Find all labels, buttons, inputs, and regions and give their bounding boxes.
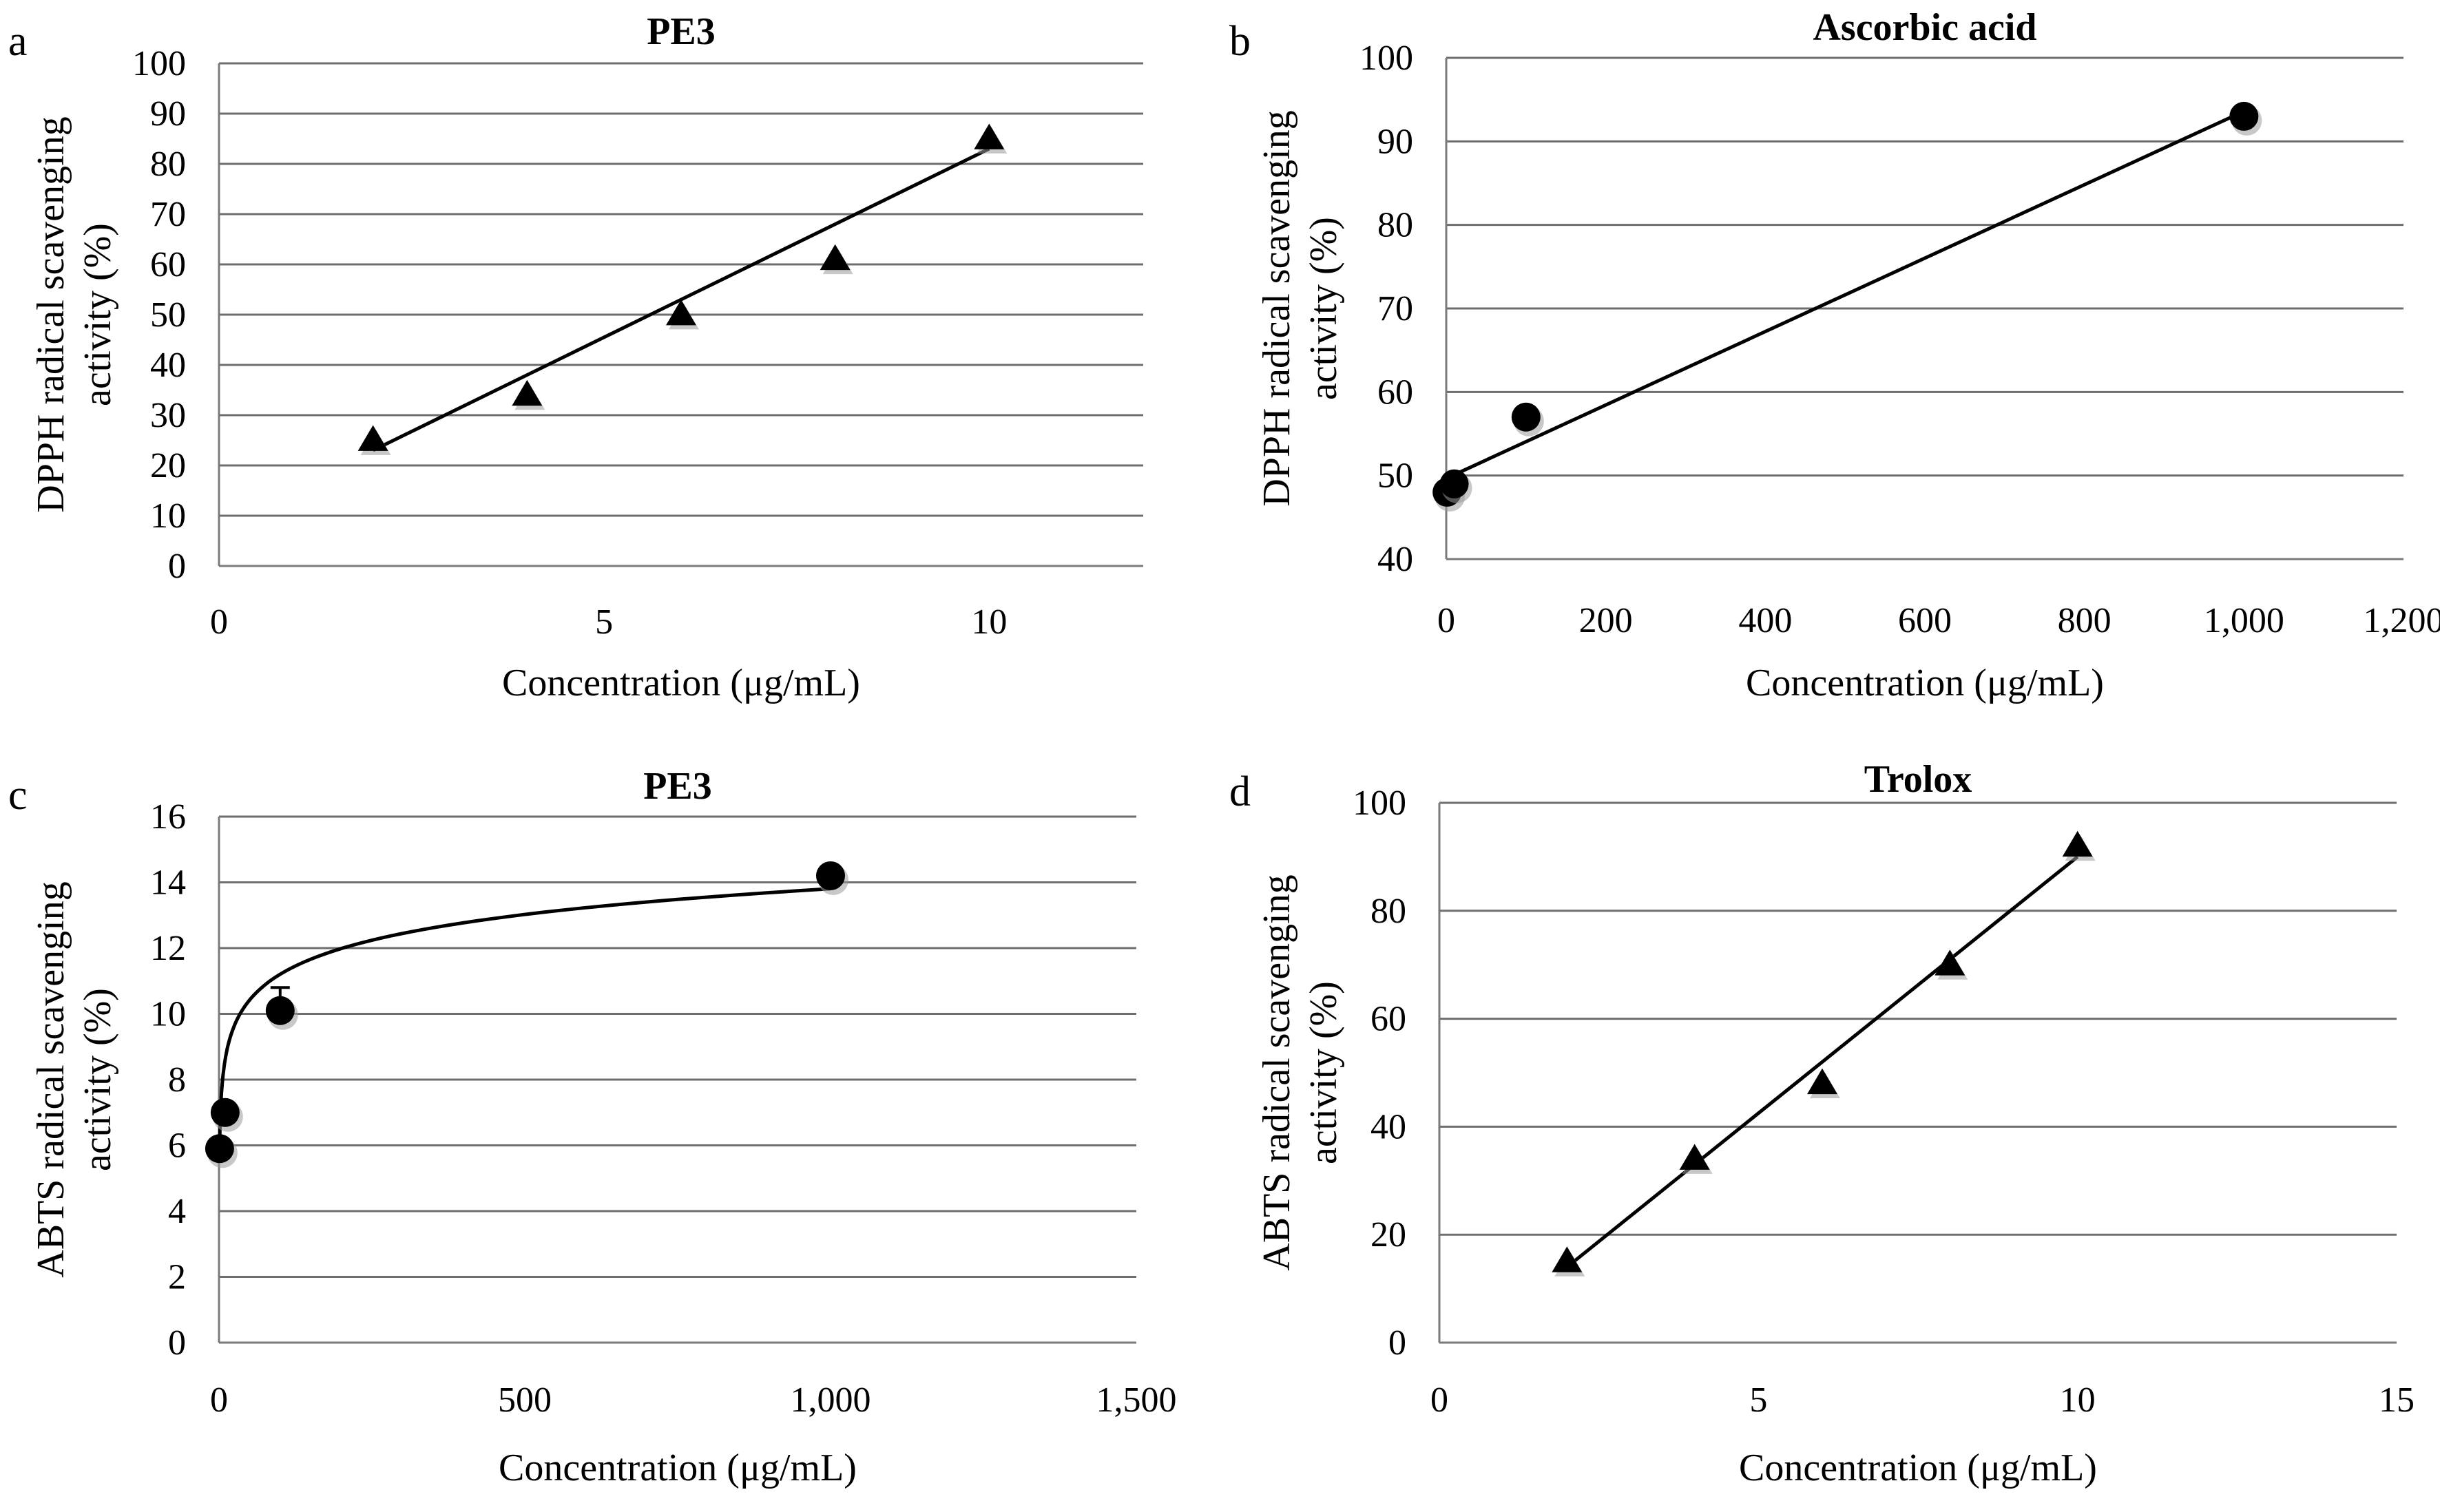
panel-label-b: b [1229,18,1251,65]
x-tick-label: 15 [2379,1380,2415,1420]
y-axis-label: activity (%) [1302,981,1345,1164]
data-point [1440,470,1469,498]
y-tick-label: 0 [168,547,186,586]
y-tick-label: 30 [150,396,186,435]
y-tick-label: 50 [150,295,186,335]
x-tick-label: 0 [210,602,228,642]
y-tick-label: 40 [150,346,186,385]
x-tick-label: 400 [1738,601,1792,640]
y-tick-label: 4 [168,1192,186,1231]
panel-label-a: a [8,18,28,65]
chart-title: Trolox [1864,758,1972,801]
y-tick-label: 90 [150,94,186,134]
data-point [816,861,845,890]
y-tick-label: 60 [1377,372,1413,412]
x-tick-label: 600 [1898,601,1952,640]
panel-label-c: c [8,772,28,819]
y-tick-label: 10 [150,496,186,536]
x-tick-label: 0 [1430,1380,1448,1420]
x-tick-label: 500 [498,1380,552,1420]
y-tick-label: 60 [150,245,186,284]
y-tick-label: 100 [1353,784,1406,823]
data-point [974,124,1004,149]
x-tick-label: 800 [2058,601,2111,640]
x-axis-label: Concentration (μg/mL) [502,662,860,704]
data-point [358,426,388,451]
data-point [512,380,542,406]
x-tick-label: 5 [595,602,613,642]
trendline [1447,112,2244,479]
y-tick-label: 90 [1377,122,1413,161]
x-tick-label: 5 [1749,1380,1767,1420]
chart-d: d Trolox 0 20 40 60 80 100 0 5 10 15 Concentration (… [1229,758,2415,1489]
y-tick-label: 0 [1388,1323,1406,1363]
y-tick-label: 70 [1377,289,1413,328]
trendline [220,889,831,1146]
data-point [2229,102,2258,131]
y-tick-label: 60 [1370,1000,1406,1039]
x-axis-label: Concentration (μg/mL) [1746,662,2104,704]
x-tick-label: 1,000 [2204,601,2284,640]
data-point [820,244,851,270]
x-tick-label: 10 [971,602,1007,642]
y-tick-label: 0 [168,1323,186,1363]
y-tick-label: 8 [168,1060,186,1100]
x-axis-label: Concentration (μg/mL) [499,1447,857,1489]
trendline [1567,857,2077,1267]
x-tick-label: 1,000 [791,1380,871,1420]
y-tick-label: 6 [168,1126,186,1166]
data-point [211,1098,240,1127]
y-tick-label: 2 [168,1258,186,1297]
y-tick-label: 70 [150,195,186,234]
chart-title: Ascorbic acid [1813,6,2036,49]
y-tick-label: 100 [1359,39,1413,78]
x-tick-label: 200 [1579,601,1633,640]
y-tick-label: 20 [1370,1215,1406,1254]
chart-a: a PE3 0 10 20 30 40 50 60 70 80 90 100 0 5 10 Concentrat… [8,10,1143,704]
data-point [2063,831,2093,857]
data-point [1512,403,1541,432]
y-tick-label: 80 [150,145,186,184]
x-tick-label: 0 [1437,601,1455,640]
x-tick-label: 1,200 [2364,601,2440,640]
y-tick-label: 80 [1377,206,1413,245]
chart-c: c PE3 0 2 4 6 8 10 12 14 16 0 500 1,000 1,500 Concentra… [8,765,1177,1489]
y-tick-label: 16 [150,797,186,837]
y-axis-label: DPPH radical scavenging [30,116,72,512]
x-axis-label: Concentration (μg/mL) [1739,1447,2097,1489]
y-tick-label: 10 [150,995,186,1034]
y-axis-label: activity (%) [76,988,119,1171]
y-axis-label: activity (%) [1302,217,1345,400]
y-tick-label: 80 [1370,892,1406,931]
y-tick-label: 100 [132,44,186,83]
y-tick-label: 20 [150,446,186,485]
chart-title: PE3 [647,10,716,53]
x-tick-label: 0 [210,1380,228,1420]
y-tick-label: 40 [1370,1107,1406,1146]
y-axis-label: ABTS radical scavenging [1255,874,1298,1270]
chart-b: b Ascorbic acid 40 50 60 70 80 90 100 0 200 400 600 8… [1229,6,2440,704]
data-point [266,996,295,1025]
y-axis-label: DPPH radical scavenging [1255,110,1298,506]
data-point [205,1134,234,1163]
x-tick-label: 1,500 [1096,1380,1177,1420]
x-tick-label: 10 [2060,1380,2096,1420]
y-axis-label: ABTS radical scavenging [30,881,72,1277]
data-point [1935,949,1965,975]
y-tick-label: 50 [1377,456,1413,496]
y-axis-label: activity (%) [76,223,119,406]
y-tick-label: 14 [150,863,186,903]
chart-title: PE3 [643,765,712,808]
panel-label-d: d [1229,768,1251,815]
y-tick-label: 40 [1377,540,1413,579]
y-tick-label: 12 [150,929,186,968]
